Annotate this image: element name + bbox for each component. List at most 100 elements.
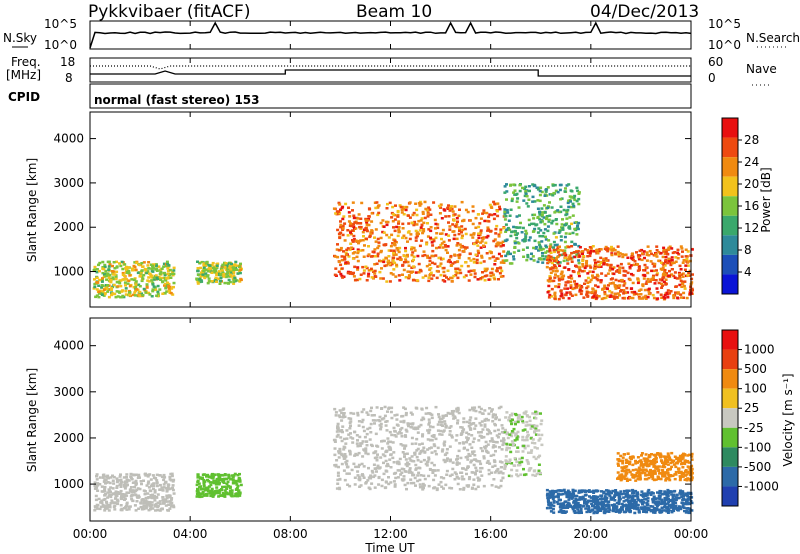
heatmap-cell [229, 478, 233, 481]
heatmap-cell [528, 467, 532, 470]
heatmap-cell [568, 216, 572, 219]
heatmap-cell [388, 448, 392, 451]
heatmap-cell [202, 266, 206, 269]
heatmap-cell [102, 505, 106, 508]
heatmap-cell [609, 263, 613, 267]
heatmap-cell [474, 487, 478, 491]
heatmap-cell [479, 241, 483, 244]
heatmap-cell [162, 500, 166, 503]
heatmap-cell [586, 285, 590, 288]
heatmap-cell [395, 413, 399, 417]
heatmap-cell [503, 208, 507, 211]
heatmap-cell [648, 455, 652, 458]
heatmap-cell [449, 276, 452, 280]
heatmap-cell [373, 474, 377, 477]
heatmap-cell [436, 265, 440, 268]
heatmap-cell [662, 262, 666, 265]
heatmap-cell [614, 507, 618, 510]
heatmap-cell [636, 496, 640, 499]
heatmap-cell [494, 413, 497, 417]
heatmap-cell [343, 478, 347, 482]
heatmap-cell [620, 253, 624, 256]
heatmap-cell [593, 502, 597, 506]
heatmap-cell [453, 253, 457, 256]
heatmap-cell [427, 474, 431, 478]
heatmap-cell [385, 207, 389, 210]
heatmap-cell [494, 244, 498, 248]
heatmap-cell [416, 479, 420, 483]
heatmap-cell [552, 232, 556, 235]
heatmap-cell [516, 232, 520, 235]
heatmap-cell [496, 267, 499, 270]
heatmap-cell [422, 221, 426, 225]
heatmap-cell [387, 482, 391, 486]
heatmap-cell [537, 439, 541, 442]
heatmap-cell [356, 259, 360, 263]
heatmap-cell [663, 490, 667, 493]
freq-tick-high: 18 [60, 55, 75, 69]
heatmap-cell [361, 230, 365, 234]
heatmap-cell [465, 420, 469, 424]
heatmap-cell [554, 189, 558, 193]
heatmap-cell [616, 471, 620, 474]
heatmap-cell [374, 240, 378, 243]
heatmap-cell [588, 510, 592, 514]
heatmap-cell [227, 282, 230, 285]
heatmap-cell [153, 489, 157, 492]
heatmap-cell [357, 465, 360, 469]
heatmap-cell [100, 293, 104, 296]
heatmap-cell [171, 293, 175, 296]
heatmap-cell [98, 278, 102, 282]
heatmap-cell [353, 454, 357, 457]
heatmap-cell [499, 479, 503, 482]
heatmap-cell [347, 211, 351, 214]
heatmap-cell [119, 485, 123, 488]
heatmap-cell [361, 418, 365, 422]
heatmap-cell [541, 252, 544, 255]
heatmap-cell [372, 463, 376, 466]
heatmap-cell [466, 448, 470, 452]
heatmap-cell [227, 485, 231, 488]
heatmap-cell [618, 294, 621, 297]
heatmap-cell [410, 455, 414, 458]
colorbar-tick-label: 12 [744, 221, 759, 235]
heatmap-cell [440, 433, 444, 436]
heatmap-cell [661, 492, 665, 496]
heatmap-cell [456, 406, 460, 410]
heatmap-cell [581, 259, 585, 262]
heatmap-cell [227, 476, 231, 480]
heatmap-cell [142, 274, 146, 277]
heatmap-cell [405, 487, 408, 491]
heatmap-cell [651, 499, 655, 503]
heatmap-cell [637, 257, 641, 261]
heatmap-cell [624, 499, 628, 502]
heatmap-cell [217, 270, 221, 273]
heatmap-cell [432, 463, 436, 467]
heatmap-cell [146, 279, 150, 282]
heatmap-cell [556, 275, 560, 278]
heatmap-cell [171, 504, 175, 507]
heatmap-cell [401, 479, 405, 482]
heatmap-cell [551, 507, 555, 511]
heatmap-cell [493, 259, 497, 262]
heatmap-cell [361, 265, 365, 269]
heatmap-cell [215, 266, 219, 270]
heatmap-cell [101, 476, 105, 479]
heatmap-cell [361, 455, 365, 458]
heatmap-cell [524, 185, 528, 189]
heatmap-cell [448, 412, 452, 415]
heatmap-cell [623, 282, 627, 285]
heatmap-cell [418, 229, 422, 232]
heatmap-cell [524, 192, 528, 196]
heatmap-cell [575, 253, 579, 257]
heatmap-cell [675, 508, 679, 512]
heatmap-cell [583, 498, 587, 501]
heatmap-cell [537, 429, 541, 432]
heatmap-cell [460, 475, 464, 478]
heatmap-cell [336, 478, 340, 482]
heatmap-cell [334, 465, 338, 468]
heatmap-cell [517, 249, 521, 252]
heatmap-cell [647, 488, 651, 492]
heatmap-cell [348, 215, 352, 218]
heatmap-cell [624, 253, 628, 256]
